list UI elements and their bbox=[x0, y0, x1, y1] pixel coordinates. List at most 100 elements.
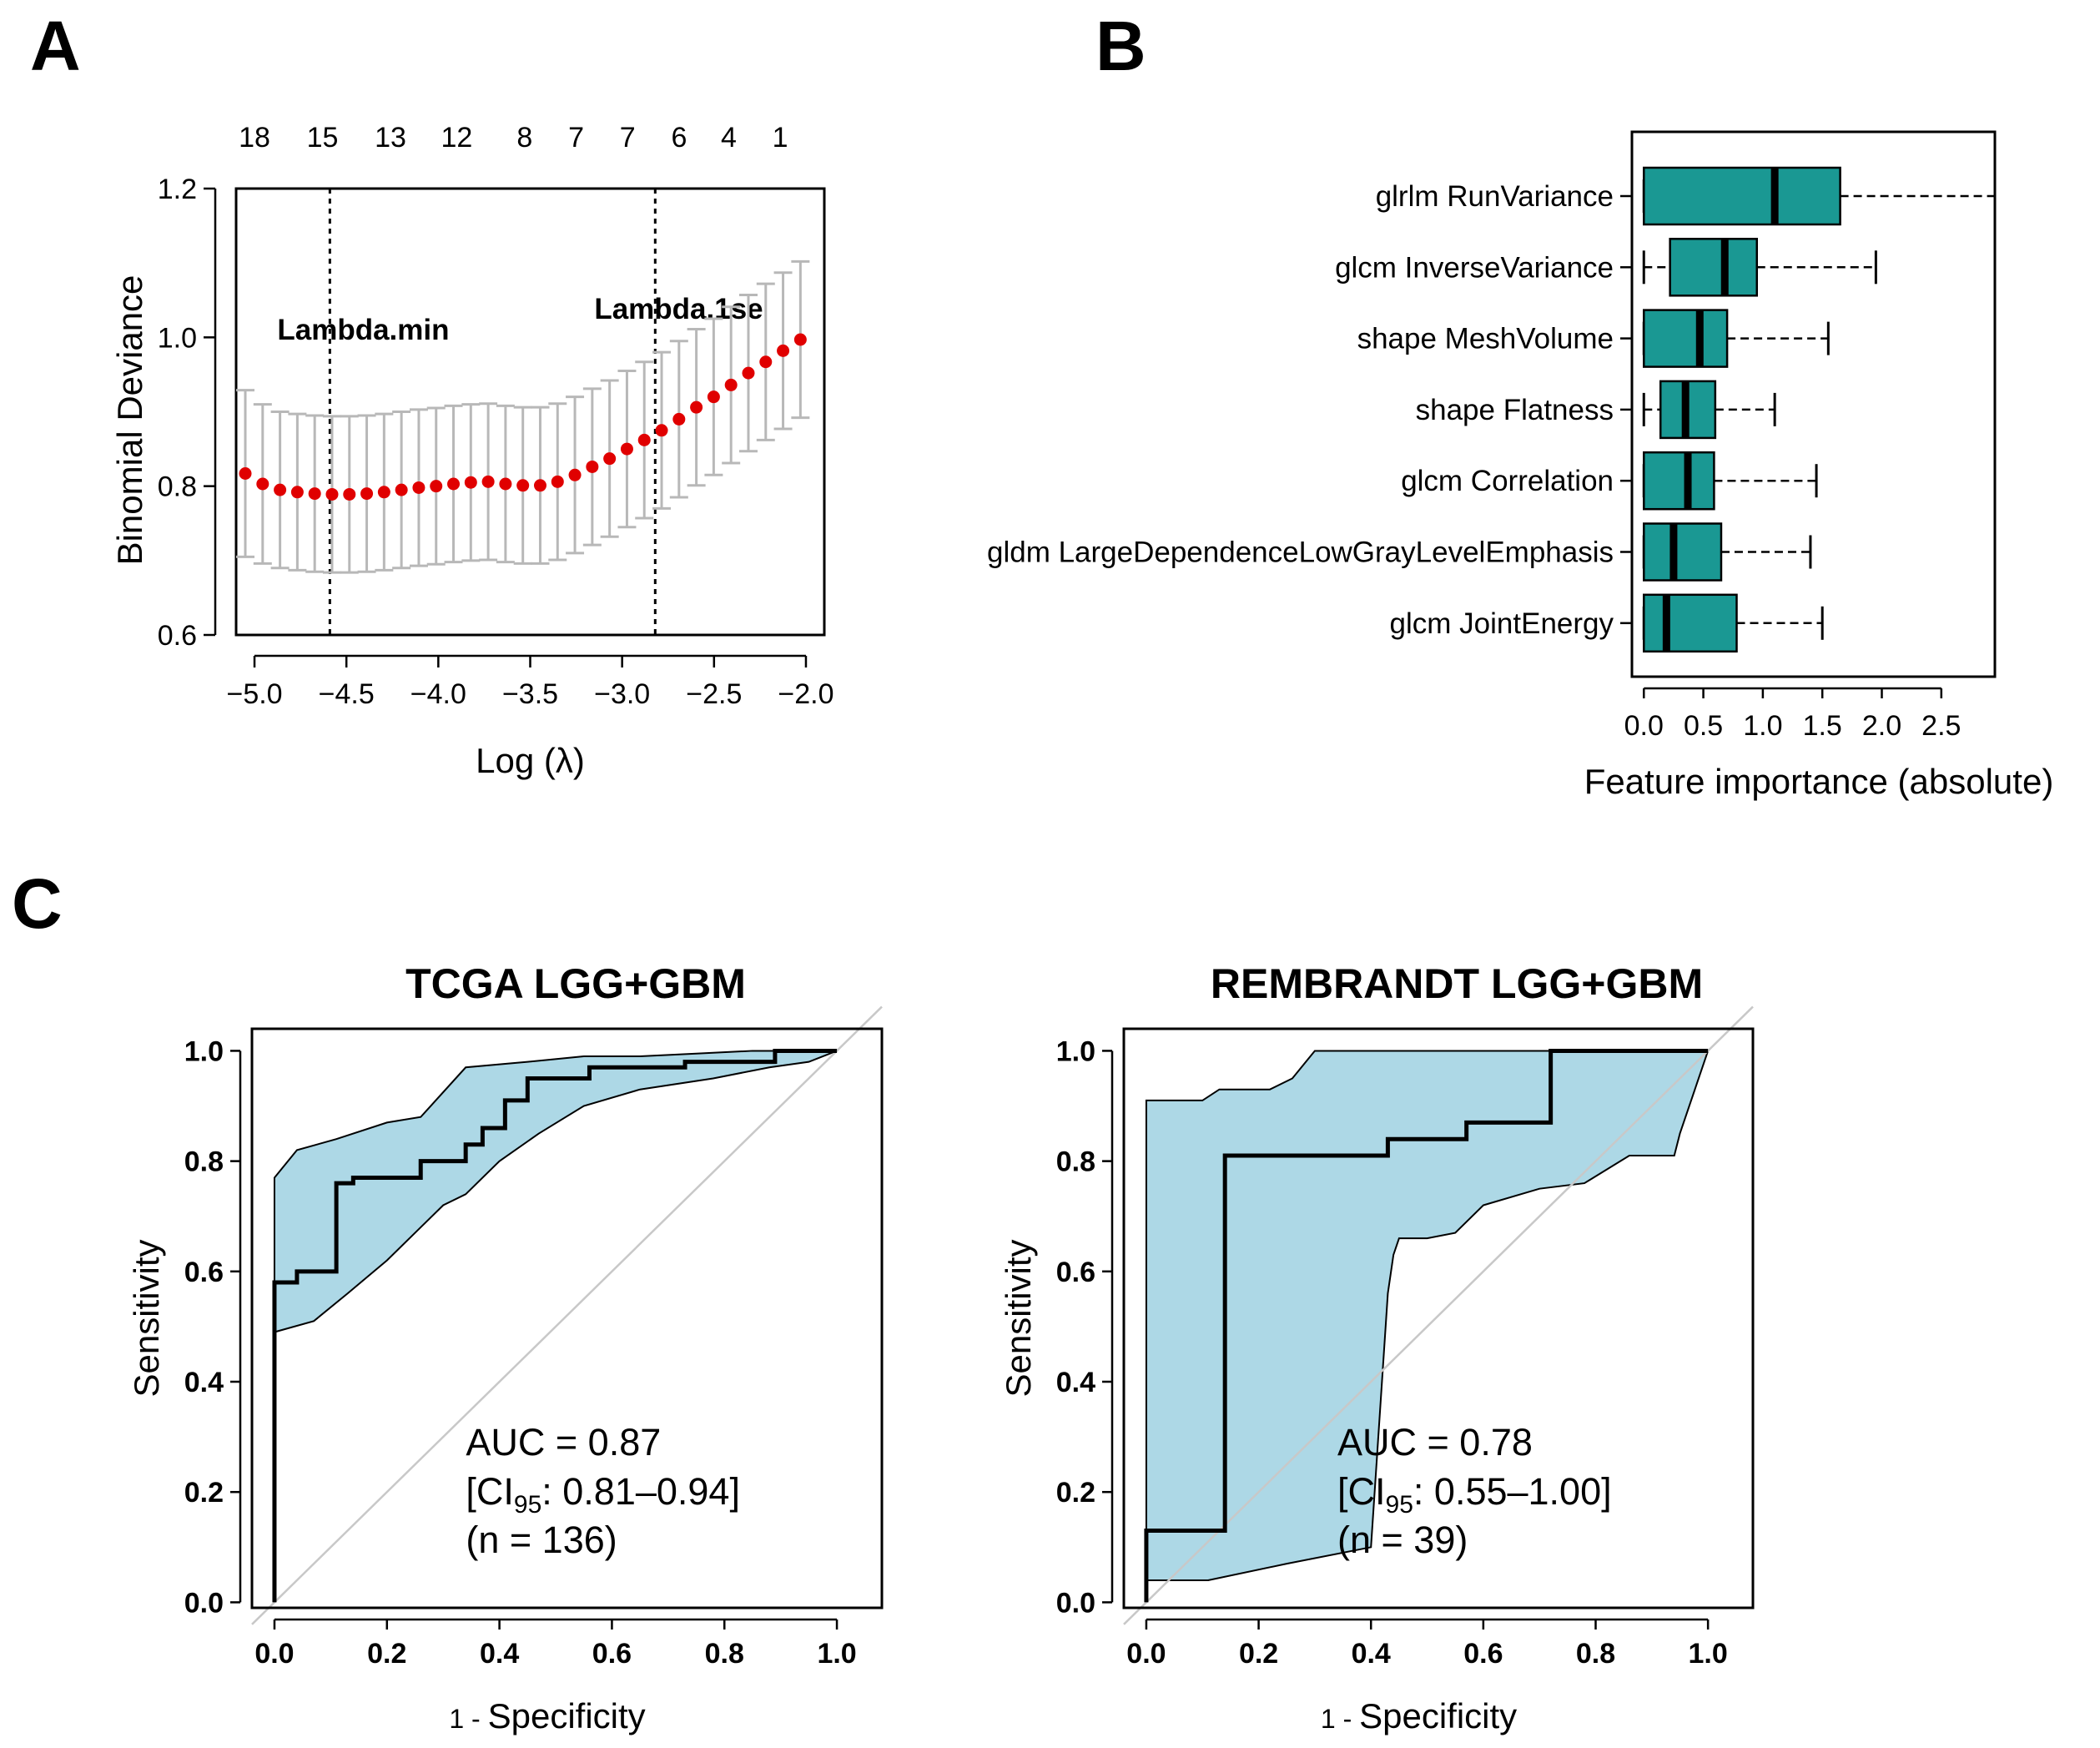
x-tick-label: 0.4 bbox=[1352, 1638, 1391, 1670]
ci-prefix: [CI bbox=[1337, 1470, 1386, 1513]
category-label: shape MeshVolume bbox=[1357, 323, 1614, 355]
lambda-1se-label: Lambda.1se bbox=[594, 293, 763, 325]
deviance-point bbox=[256, 477, 269, 491]
deviance-point bbox=[377, 486, 390, 499]
deviance-point bbox=[759, 355, 773, 369]
deviance-point bbox=[793, 333, 807, 346]
deviance-point bbox=[239, 467, 252, 481]
top-axis-label: 1 bbox=[773, 122, 788, 154]
x-tick-label: −3.0 bbox=[594, 678, 650, 710]
chart-title: REMBRANDT LGG+GBM bbox=[1211, 960, 1703, 1007]
top-axis-label: 7 bbox=[568, 122, 584, 154]
category-label: gldm LargeDependenceLowGrayLevelEmphasis bbox=[987, 536, 1614, 569]
y-tick-label: 1.0 bbox=[1056, 1035, 1095, 1067]
x-tick-label: −4.5 bbox=[319, 678, 375, 710]
y-tick-label: 0.2 bbox=[1056, 1477, 1095, 1509]
box bbox=[1669, 238, 1759, 297]
y-tick-label: 1.0 bbox=[158, 322, 197, 354]
x-tick-label: −4.0 bbox=[410, 678, 466, 710]
ci-range: : 0.81–0.94] bbox=[541, 1470, 740, 1513]
x-axis-title: 1 - Specificity bbox=[449, 1696, 645, 1735]
x-tick-label: 2.0 bbox=[1862, 710, 1901, 742]
x-axis-title-one: 1 bbox=[1321, 1704, 1336, 1734]
top-axis-label: 12 bbox=[441, 122, 472, 154]
category-label: glcm JointEnergy bbox=[1390, 607, 1614, 640]
deviance-point bbox=[516, 479, 530, 492]
y-tick-label: 0.6 bbox=[158, 620, 197, 652]
y-tick-label: 0.8 bbox=[158, 471, 197, 503]
deviance-point bbox=[274, 483, 287, 496]
ci-band bbox=[273, 1050, 838, 1333]
y-tick-label: 1.0 bbox=[184, 1035, 224, 1067]
top-axis-label: 18 bbox=[239, 122, 270, 154]
y-tick-label: 0.2 bbox=[184, 1477, 224, 1509]
deviance-point bbox=[290, 486, 304, 499]
deviance-point bbox=[637, 433, 651, 446]
deviance-point bbox=[343, 487, 356, 501]
deviance-point bbox=[568, 468, 582, 481]
x-axis-title-rest: Specificity bbox=[1359, 1696, 1517, 1735]
chance-diagonal bbox=[251, 1005, 883, 1625]
auc-text: AUC = 0.87 bbox=[466, 1421, 661, 1463]
x-tick-label: −2.5 bbox=[686, 678, 742, 710]
top-axis-label: 7 bbox=[620, 122, 636, 154]
y-tick-label: 0.4 bbox=[1056, 1367, 1095, 1398]
deviance-point bbox=[481, 475, 495, 488]
deviance-point bbox=[586, 460, 599, 473]
deviance-point bbox=[308, 487, 321, 501]
x-tick-label: 0.2 bbox=[367, 1638, 406, 1670]
x-axis-title: 1 - Specificity bbox=[1321, 1696, 1517, 1735]
chart-title: TCGA LGG+GBM bbox=[405, 960, 746, 1007]
x-tick-label: 1.0 bbox=[1743, 710, 1782, 742]
plot-frame bbox=[234, 187, 826, 637]
category-label: glrlm RunVariance bbox=[1376, 180, 1614, 213]
deviance-point bbox=[777, 344, 790, 357]
chance-diagonal bbox=[1123, 1005, 1754, 1625]
roc-chart-tcga: 0.0 0.2 0.4 0.6 0.8 1.0 0.0 0.2 0.4 0.6 0.8 1.0 TCGA… bbox=[127, 960, 884, 1735]
ci-subscript: 95 bbox=[1386, 1491, 1413, 1519]
deviance-point bbox=[551, 475, 564, 488]
deviance-point bbox=[395, 483, 408, 496]
ci-band bbox=[1145, 1050, 1710, 1581]
panel-letter-c: C bbox=[12, 864, 63, 943]
box bbox=[1643, 166, 1841, 226]
y-axis-title: Binomial Deviance bbox=[110, 275, 149, 566]
top-axis-label: 13 bbox=[375, 122, 406, 154]
y-tick-label: 0.0 bbox=[184, 1587, 224, 1619]
x-axis-title-one: 1 bbox=[449, 1704, 464, 1734]
x-tick-label: 0.6 bbox=[1463, 1638, 1503, 1670]
x-tick-label: −2.0 bbox=[778, 678, 833, 710]
panel-letter-b: B bbox=[1095, 7, 1146, 85]
n-text: (n = 136) bbox=[466, 1519, 617, 1561]
deviance-point bbox=[655, 424, 668, 437]
deviance-point bbox=[724, 378, 738, 391]
x-tick-label: 1.0 bbox=[817, 1638, 856, 1670]
deviance-point bbox=[464, 476, 477, 489]
box bbox=[1643, 309, 1729, 368]
x-tick-label: −3.5 bbox=[502, 678, 558, 710]
deviance-point bbox=[447, 477, 461, 491]
lasso-cv-chart: −5.0 −4.5 −4.0 −3.5 −3.0 −2.5 −2.0 0.6 0.8 1.0 1.2… bbox=[110, 122, 834, 780]
y-tick-label: 0.8 bbox=[1056, 1146, 1095, 1178]
deviance-point bbox=[412, 481, 426, 494]
x-axis-title: Log (λ) bbox=[476, 741, 585, 780]
category-label: glcm InverseVariance bbox=[1335, 251, 1614, 284]
x-tick-label: 0.5 bbox=[1684, 710, 1723, 742]
top-axis-label: 8 bbox=[516, 122, 532, 154]
x-tick-label: 0.0 bbox=[1126, 1638, 1166, 1670]
ci-range: : 0.55–1.00] bbox=[1413, 1470, 1612, 1513]
deviance-point bbox=[672, 412, 686, 426]
x-tick-label: 1.0 bbox=[1689, 1638, 1728, 1670]
ci-text: [CI95: 0.81–0.94] bbox=[466, 1470, 740, 1519]
y-tick-label: 0.0 bbox=[1056, 1587, 1095, 1619]
n-text: (n = 39) bbox=[1337, 1519, 1468, 1561]
y-tick-label: 0.8 bbox=[184, 1146, 224, 1178]
deviance-point bbox=[499, 477, 512, 491]
deviance-point bbox=[620, 442, 633, 456]
plot-frame bbox=[1630, 130, 1997, 678]
deviance-point bbox=[430, 480, 443, 493]
deviance-point bbox=[742, 366, 755, 380]
plot-frame bbox=[250, 1027, 884, 1609]
deviance-point bbox=[325, 487, 339, 501]
